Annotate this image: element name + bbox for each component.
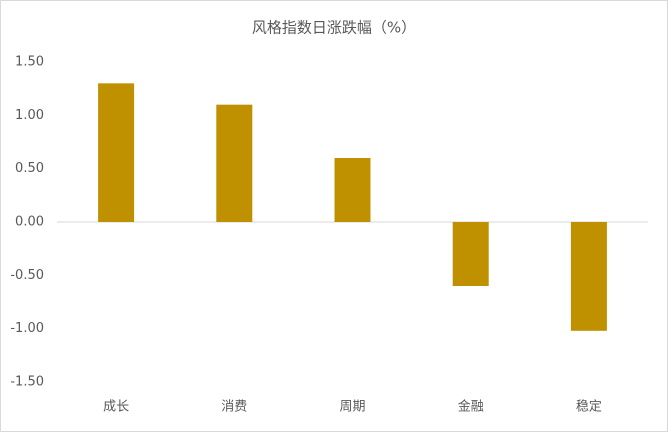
y-tick-label: 0.50 bbox=[15, 161, 44, 176]
x-tick-label: 稳定 bbox=[576, 399, 602, 415]
x-tick-label: 消费 bbox=[221, 400, 247, 415]
y-tick-label: -1.00 bbox=[10, 321, 44, 336]
y-tick-label: 1.50 bbox=[15, 55, 44, 70]
y-tick-label: 0.00 bbox=[15, 215, 44, 230]
bar bbox=[216, 104, 253, 222]
chart-title: 风格指数日涨跌幅（%） bbox=[252, 19, 416, 37]
bar bbox=[452, 222, 489, 286]
x-tick-label: 成长 bbox=[103, 400, 129, 415]
y-tick-label: -0.50 bbox=[10, 268, 44, 283]
x-tick-label: 周期 bbox=[339, 400, 365, 415]
x-tick-label: 金融 bbox=[458, 399, 484, 415]
bar bbox=[570, 222, 607, 331]
y-tick-label: -1.50 bbox=[10, 375, 44, 390]
bar bbox=[98, 83, 135, 222]
y-tick-label: 1.00 bbox=[15, 108, 44, 123]
bar bbox=[334, 158, 371, 222]
